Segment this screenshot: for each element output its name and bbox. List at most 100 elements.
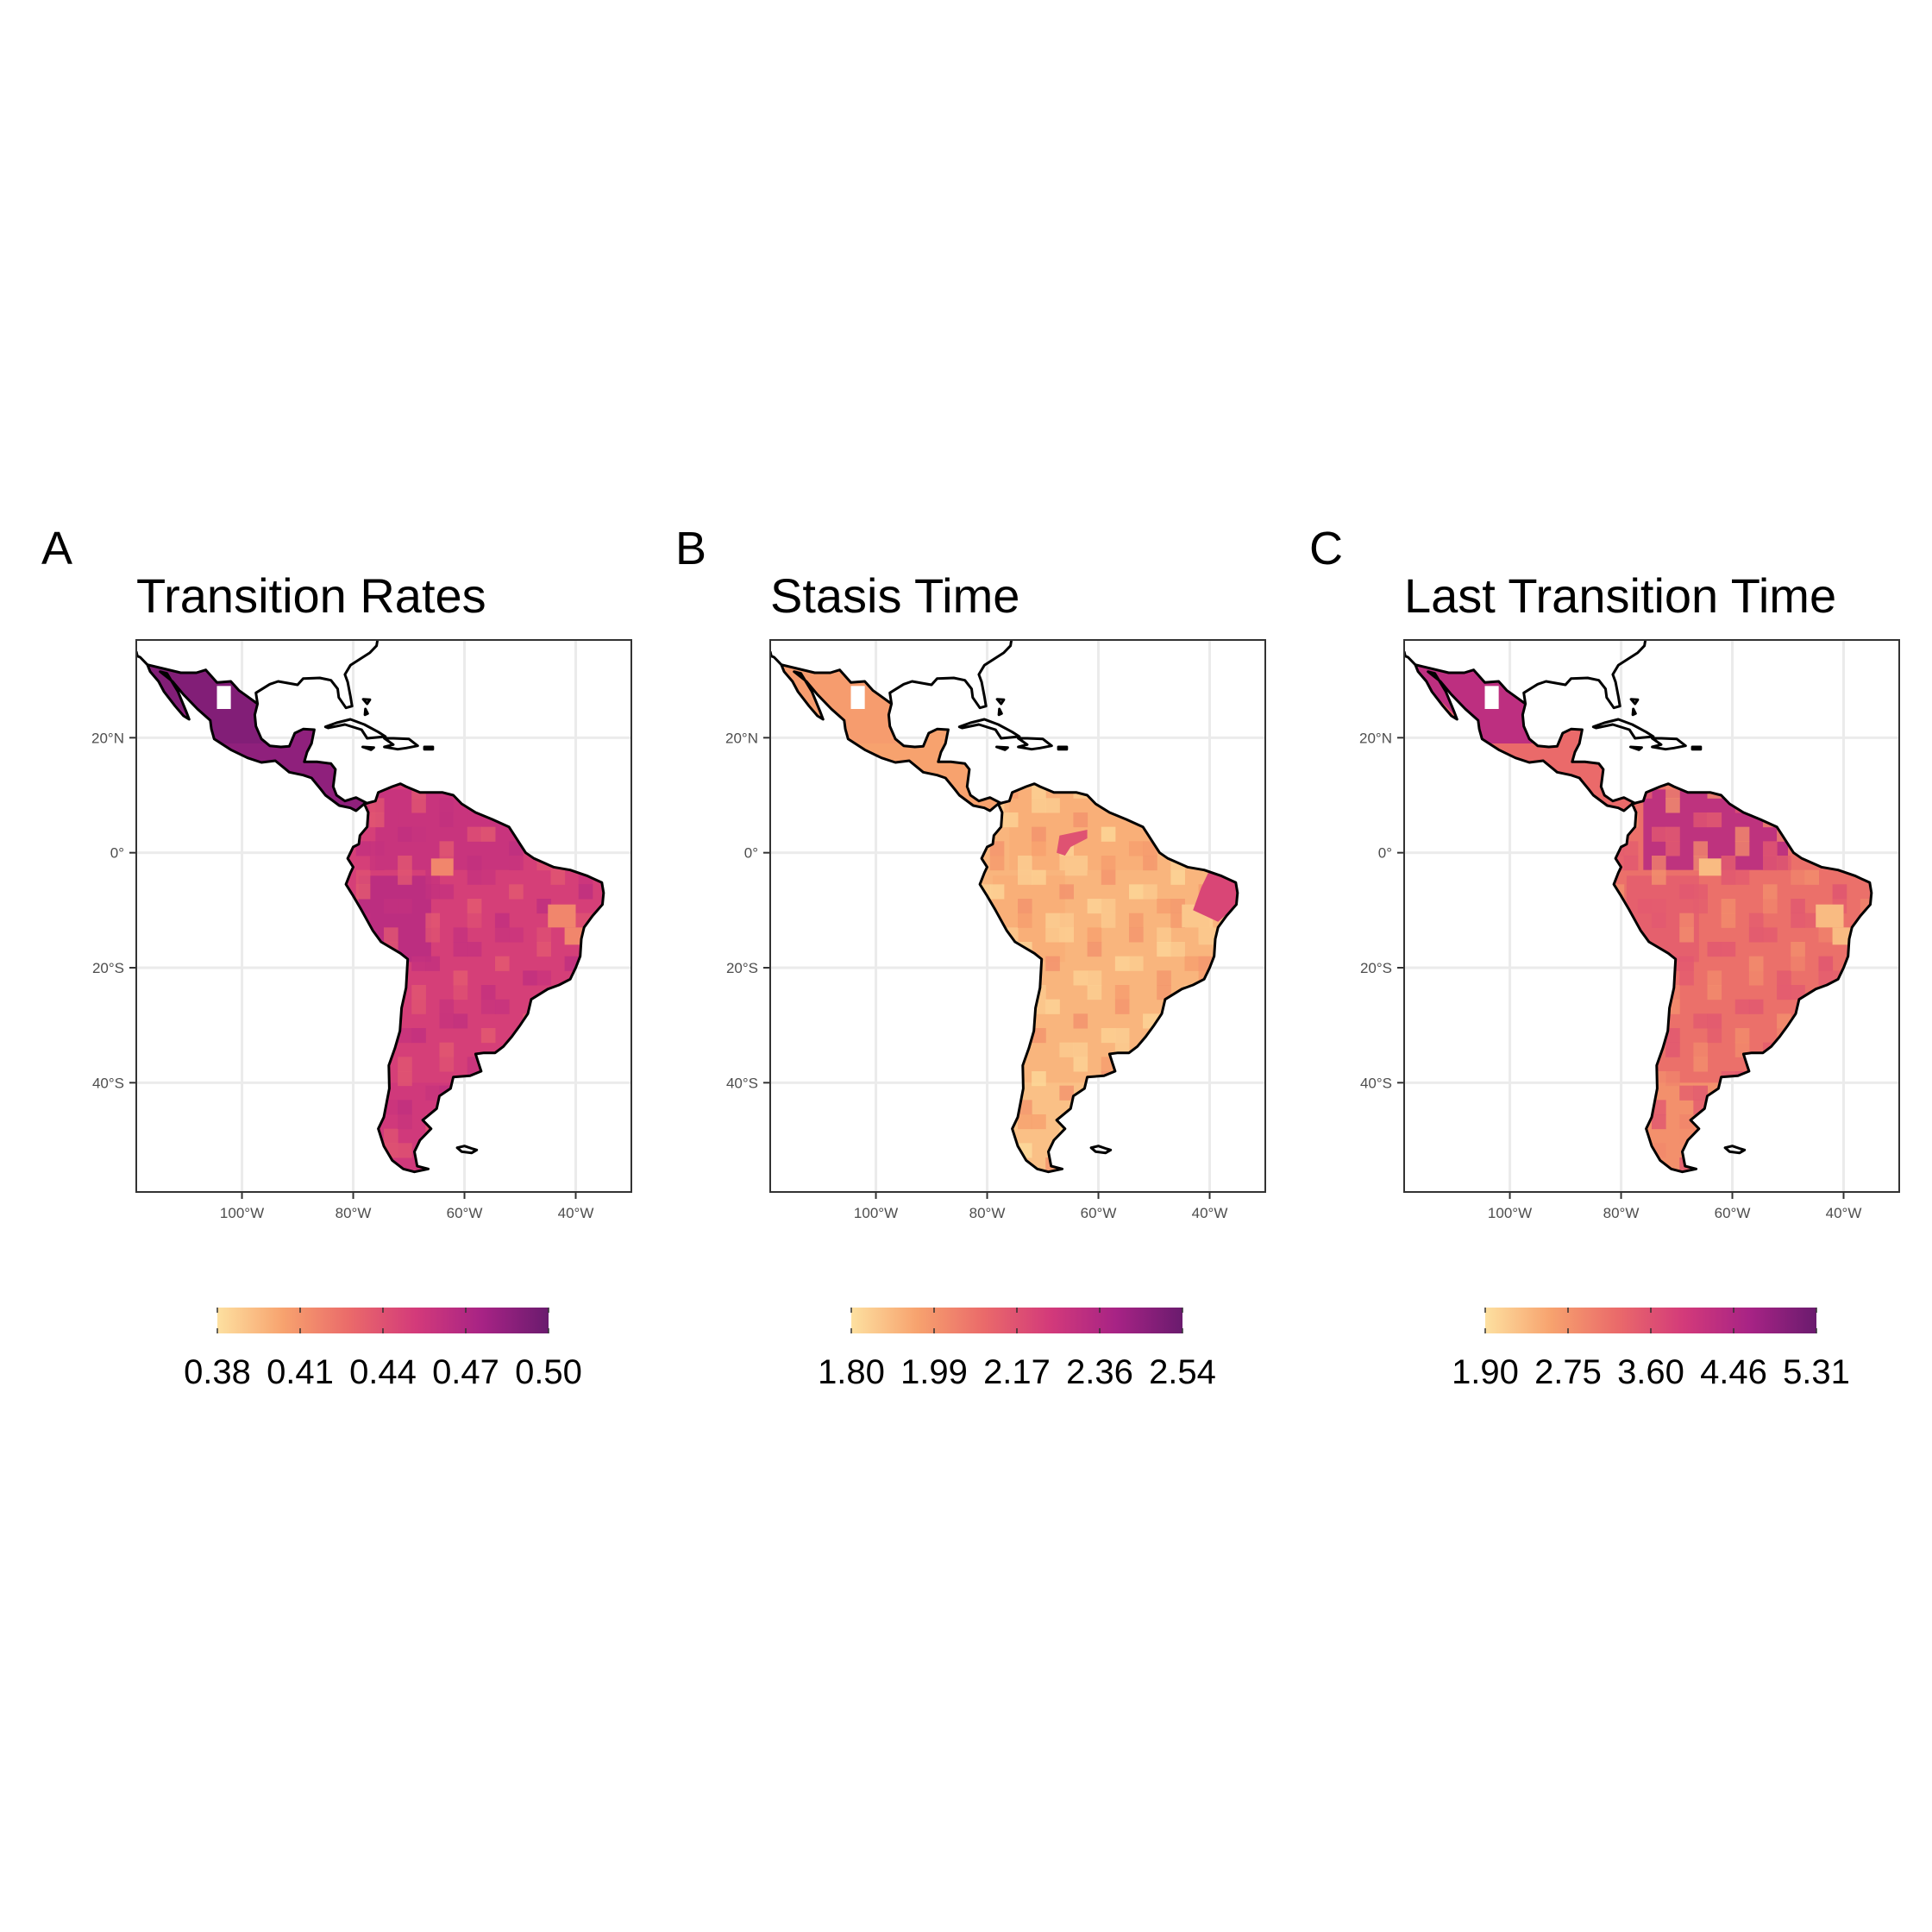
- raster-cell: [1707, 985, 1722, 1000]
- raster-cell: [1707, 1028, 1722, 1044]
- raster-cell: [453, 942, 468, 957]
- raster-cell: [1032, 869, 1046, 885]
- map-plot: 100°W 80°W 60°W 40°W 20°N 0° 20°S 40°S: [725, 639, 1266, 1221]
- panel-b: B Stasis Time 100°W 80°W 60°W 40°W 20°N 0° 20°…: [634, 0, 1268, 1932]
- raster-cell: [411, 956, 426, 971]
- raster-cell: [989, 856, 1005, 871]
- raster-cell: [494, 999, 510, 1014]
- coastline-falklands: [1723, 1145, 1747, 1155]
- raster-cell: [1679, 956, 1694, 971]
- raster-cell: [1032, 1071, 1046, 1087]
- raster-cell: [1045, 999, 1060, 1014]
- raster-cell: [1679, 1085, 1694, 1101]
- raster-cell: [384, 927, 398, 943]
- coastline-bahamas: [1631, 707, 1637, 717]
- coastline-cuba: [1591, 718, 1655, 740]
- raster-cell: [1101, 1028, 1116, 1044]
- panel-title: Stasis Time: [770, 568, 1020, 623]
- raster-cell: [1101, 899, 1116, 914]
- x-tick-label: 80°W: [1603, 1205, 1640, 1221]
- panel-letter: A: [41, 523, 73, 574]
- map-plot: 100°W 80°W 60°W 40°W 20°N 0° 20°S 40°S: [91, 639, 632, 1221]
- legend-tick-label: 1.80: [818, 1353, 885, 1391]
- legend-tick-label: 0.50: [515, 1353, 582, 1391]
- coastline-cuba: [957, 718, 1021, 740]
- raster-cell: [398, 856, 412, 871]
- raster-cell: [1762, 884, 1778, 900]
- color-legend: 0.38 0.41 0.44 0.47 0.50: [184, 1308, 582, 1391]
- legend-tick-label: 0.47: [432, 1353, 499, 1391]
- y-tick-label: 0°: [744, 845, 758, 862]
- raster-cell: [1623, 856, 1639, 871]
- coastline-south-america: [1612, 782, 1873, 1174]
- raster-cell: [1032, 841, 1046, 856]
- raster-cell: [1018, 856, 1032, 871]
- raster-cell: [480, 985, 496, 1000]
- coastline-south-america: [978, 782, 1239, 1174]
- raster-cell: [1804, 869, 1819, 885]
- raster-cell: [411, 826, 426, 842]
- map-plot: 100°W 80°W 60°W 40°W 20°N 0° 20°S 40°S: [1359, 639, 1900, 1221]
- raster-cell: [1170, 913, 1185, 928]
- raster-cell: [1721, 856, 1736, 871]
- raster-cell: [1101, 856, 1116, 871]
- raster-cell: [509, 884, 524, 900]
- raster-cell: [1157, 985, 1171, 1000]
- coastline-puerto-rico: [1057, 745, 1069, 751]
- raster-cell: [369, 856, 385, 871]
- raster-cell: [1170, 899, 1185, 914]
- raster-cell: [1665, 1042, 1680, 1057]
- coastline-bahamas: [1629, 698, 1640, 706]
- raster-cell: [411, 1028, 426, 1044]
- raster-cell: [398, 1143, 412, 1158]
- raster-cell: [453, 1013, 468, 1029]
- raster-cell: [398, 1057, 412, 1072]
- raster-cell: [1707, 1013, 1722, 1029]
- raster-cell: [1157, 927, 1171, 943]
- panel-letter: C: [1309, 523, 1343, 574]
- raster-cell: [1679, 970, 1694, 986]
- raster-cell: [536, 942, 551, 957]
- raster-cell: [1777, 985, 1791, 1000]
- raster-cell: [439, 1057, 455, 1072]
- legend-tick-label: 0.41: [267, 1353, 334, 1391]
- raster-cell: [453, 812, 468, 828]
- legend-tick-label: 0.38: [184, 1353, 251, 1391]
- legend-tick-label: 1.90: [1452, 1353, 1519, 1391]
- raster-cell: [494, 927, 510, 943]
- raster-cell: [398, 1100, 412, 1115]
- raster-cell: [1832, 884, 1847, 900]
- raster-cell: [1693, 1013, 1708, 1029]
- x-tick-label: 100°W: [220, 1205, 264, 1221]
- x-tick-label: 80°W: [969, 1205, 1006, 1221]
- raster-cell: [1045, 927, 1060, 943]
- raster-cell: [439, 884, 455, 900]
- raster-cell: [1073, 1013, 1088, 1029]
- raster-cell: [1059, 884, 1074, 900]
- raster-cell: [523, 970, 537, 986]
- x-tick-label: 60°W: [1715, 1205, 1751, 1221]
- legend-tick-label: 2.54: [1149, 1353, 1216, 1391]
- raster-cell: [1128, 841, 1144, 856]
- raster-cell: [1679, 913, 1694, 928]
- raster-cell: [467, 942, 482, 957]
- legend-tick-label: 0.44: [349, 1353, 417, 1391]
- raster-pocket: [430, 858, 454, 876]
- legend-tick-label: 2.75: [1534, 1353, 1602, 1391]
- coastline-mexico-central-america: [1414, 663, 1637, 812]
- raster-cell: [355, 884, 371, 900]
- legend-tick-label: 4.46: [1700, 1353, 1767, 1391]
- x-tick-label: 40°W: [1192, 1205, 1228, 1221]
- raster-cell: [1143, 884, 1157, 900]
- raster-cell: [1734, 999, 1750, 1014]
- raster-cell: [536, 970, 551, 986]
- raster-cell: [1762, 899, 1778, 914]
- raster-cell: [1707, 942, 1722, 957]
- coastline-bahamas: [361, 698, 372, 706]
- x-tick-label: 100°W: [854, 1205, 898, 1221]
- raster-cell: [453, 985, 468, 1000]
- raster-cell: [1791, 985, 1805, 1000]
- panel-letter: B: [675, 523, 707, 574]
- raster-pocket: [548, 904, 576, 928]
- y-tick-label: 20°S: [1360, 960, 1392, 976]
